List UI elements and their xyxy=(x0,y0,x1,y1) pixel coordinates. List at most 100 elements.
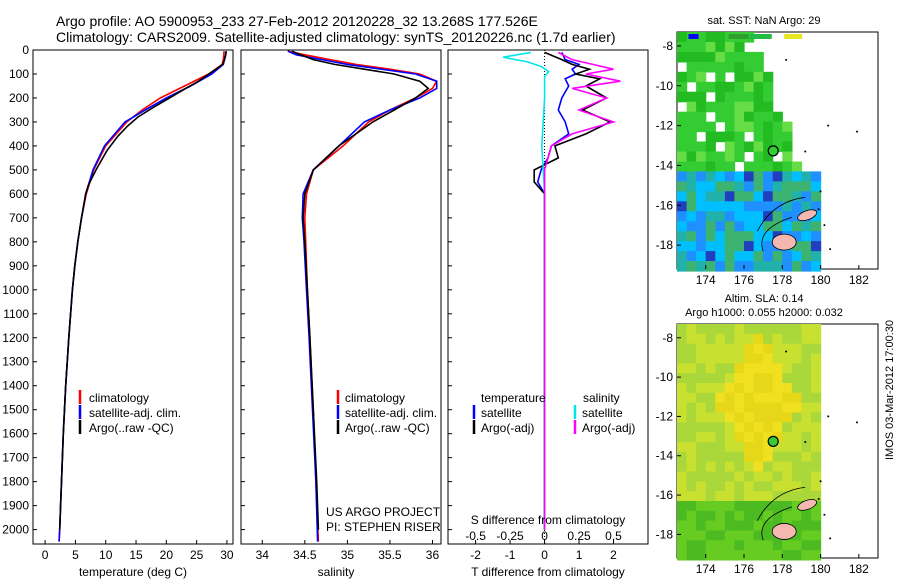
map-cell xyxy=(763,422,774,433)
map-cell xyxy=(744,231,755,242)
map-cell xyxy=(686,324,697,335)
map-cell xyxy=(782,151,793,163)
map-cell xyxy=(744,32,755,43)
map-cell xyxy=(811,201,822,212)
map-x-tick-label: 176 xyxy=(734,273,754,287)
map-cell xyxy=(686,101,697,113)
map-cell xyxy=(696,353,707,364)
map-cell xyxy=(724,353,736,364)
map-cell xyxy=(686,191,697,202)
island-vanua-levu xyxy=(797,209,818,222)
map-cell xyxy=(705,422,716,433)
map-cell xyxy=(801,422,812,433)
map-cell xyxy=(744,91,755,103)
map-cell xyxy=(811,261,822,272)
map-cell xyxy=(715,181,726,192)
map-cell xyxy=(734,501,745,512)
map-cell xyxy=(696,520,707,531)
map-y-tick-label: -14 xyxy=(656,158,674,172)
map-cell xyxy=(801,550,812,561)
map-y-tick-label: -16 xyxy=(656,488,674,502)
map-cell xyxy=(686,530,697,541)
map-cell xyxy=(715,191,726,202)
map-cell xyxy=(811,211,822,222)
map-cell xyxy=(734,343,745,355)
map-cell xyxy=(696,81,707,93)
map-cell xyxy=(724,51,736,63)
map-cell xyxy=(734,231,745,242)
difference-x-tick-label: 0 xyxy=(541,548,548,562)
map-cell xyxy=(811,471,822,482)
map-cell xyxy=(715,451,726,463)
map-cell xyxy=(715,442,726,453)
map-cell xyxy=(744,501,755,512)
map-cell xyxy=(782,324,793,335)
map-cell xyxy=(696,151,707,163)
map-cell xyxy=(677,32,688,43)
map-cell xyxy=(744,71,755,83)
map-cell xyxy=(686,51,697,63)
map-cell xyxy=(696,412,707,423)
map-cell xyxy=(734,221,745,232)
map-cell xyxy=(734,353,745,364)
map-cell xyxy=(686,343,697,355)
small-island xyxy=(855,421,858,424)
map-x-tick-label: 178 xyxy=(772,273,792,287)
map-cell xyxy=(715,432,726,443)
map-cell xyxy=(753,261,764,272)
map-cell xyxy=(715,51,726,63)
map-cell xyxy=(744,171,755,182)
map-cell xyxy=(753,481,764,492)
map-cell xyxy=(677,491,688,502)
map-cell xyxy=(734,442,745,453)
map-cell xyxy=(705,412,716,423)
map-cell xyxy=(705,131,716,143)
map-x-tick-label: 174 xyxy=(696,562,716,576)
depth-tick-label: 1100 xyxy=(3,307,29,321)
map-x-tick-label: 180 xyxy=(811,562,831,576)
map-cell xyxy=(696,121,707,133)
island-viti-levu xyxy=(771,233,797,251)
map-cell xyxy=(715,111,726,123)
legend-label-sal-argo: Argo(-adj) xyxy=(582,421,635,435)
map-cell xyxy=(791,481,803,492)
map-cell xyxy=(791,231,803,242)
map-cell xyxy=(772,333,783,345)
map-cell xyxy=(734,392,745,404)
map-y-tick-label: -8 xyxy=(662,39,673,53)
title-line-1: Argo profile: AO 5900953_233 27-Feb-2012… xyxy=(56,13,538,29)
map-cell xyxy=(696,530,707,541)
temperature-xlabel: temperature (deg C) xyxy=(79,565,187,579)
map-cell xyxy=(801,491,812,502)
map-cell xyxy=(791,261,803,272)
small-island xyxy=(855,130,858,133)
annotation-pi: PI: STEPHEN RISER xyxy=(326,520,441,534)
map-cell xyxy=(677,442,688,453)
map-cell xyxy=(705,540,716,551)
map-cell xyxy=(724,211,736,222)
map-cell xyxy=(705,201,716,212)
map-cell xyxy=(801,231,812,242)
map-cell xyxy=(724,432,736,443)
map-cell xyxy=(696,181,707,192)
small-island xyxy=(804,440,807,443)
reef-outline xyxy=(757,196,806,232)
map-cell xyxy=(715,32,726,43)
map-cell xyxy=(753,71,764,83)
map-cell xyxy=(791,530,803,541)
map-cell xyxy=(753,231,764,242)
map-cell xyxy=(696,442,707,453)
map-cell xyxy=(763,451,774,463)
map-cell xyxy=(753,442,764,453)
map-cell xyxy=(686,261,697,272)
reef-outline xyxy=(761,506,792,541)
map-strip xyxy=(784,34,803,39)
map-cell xyxy=(734,383,745,394)
map-cell xyxy=(696,451,707,463)
map-cell xyxy=(734,91,745,103)
temperature-x-tick-label: 20 xyxy=(160,548,174,562)
map-cell xyxy=(744,412,755,423)
map-cell xyxy=(772,121,783,133)
map-cell xyxy=(801,201,812,212)
map-cell xyxy=(791,241,803,252)
